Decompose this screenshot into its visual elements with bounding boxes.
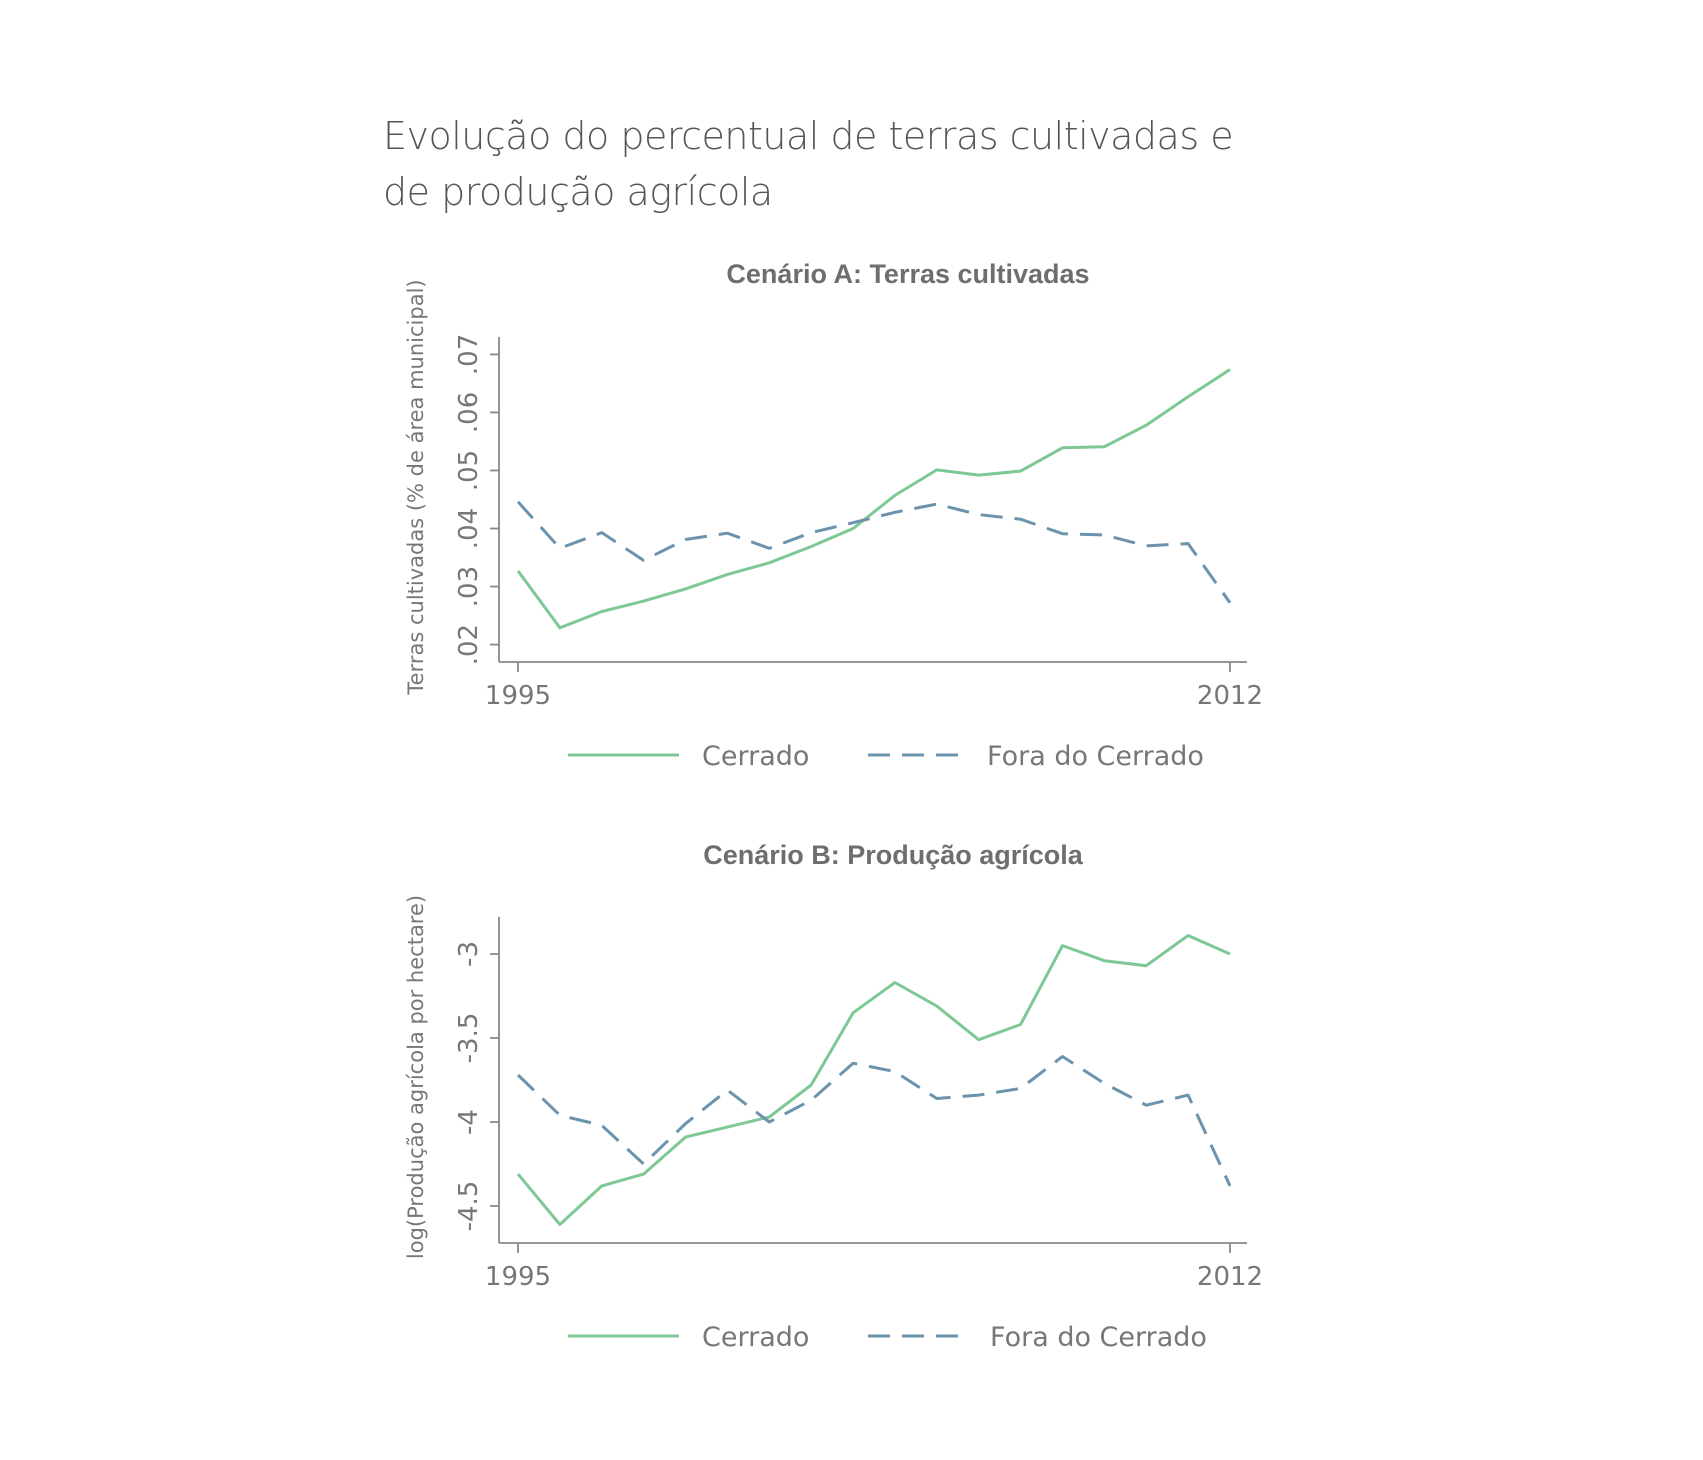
chart-a-lines	[516, 368, 1232, 630]
chart-a-x-tick-label: 2012	[1197, 681, 1263, 711]
chart-a-y-ticks: .02 .03 .04 .05 .06 .07	[454, 334, 499, 665]
chart-a-legend-label-fora: Fora do Cerrado	[987, 741, 1204, 772]
chart-a-y-tick-label: .02	[454, 624, 484, 665]
chart-a-y-tick-label: .07	[454, 334, 484, 375]
chart-a-y-tick-label: .06	[454, 392, 484, 433]
chart-b-series-cerrado-line	[516, 934, 1231, 1226]
chart-b: Cenário B: Produção agrícola log(Produçã…	[404, 840, 1263, 1353]
page-title: Evolução do percentual de terras cultiva…	[383, 114, 1234, 214]
chart-a-legend: Cerrado Fora do Cerrado	[568, 741, 1204, 772]
chart-b-y-axis-label: log(Produção agrícola por hectare)	[404, 895, 428, 1259]
chart-b-legend-label-cerrado: Cerrado	[702, 1322, 809, 1353]
chart-a-y-axis-label: Terras cultivadas (% de área municipal)	[404, 279, 428, 695]
chart-a: Cenário A: Terras cultivadas Terras cult…	[404, 259, 1263, 772]
chart-b-x-tick-label: 2012	[1197, 1262, 1263, 1292]
chart-a-title: Cenário A: Terras cultivadas	[726, 259, 1089, 289]
chart-a-series-cerrado-line	[516, 368, 1231, 630]
chart-a-y-tick-label: .03	[454, 566, 484, 607]
chart-a-legend-label-cerrado: Cerrado	[702, 741, 809, 772]
chart-a-y-tick-label: .04	[454, 508, 484, 549]
chart-b-series-fora-do-cerrado-line	[516, 1055, 1232, 1187]
chart-b-y-tick-label: -3	[454, 941, 484, 967]
chart-b-y-tick-label: -3.5	[454, 1013, 484, 1064]
chart-b-x-ticks: 1995 2012	[485, 1243, 1263, 1292]
chart-a-x-tick-label: 1995	[485, 681, 551, 711]
chart-b-y-ticks: -4.5 -4 -3.5 -3	[454, 941, 499, 1231]
chart-b-y-tick-label: -4	[454, 1109, 484, 1135]
chart-b-title: Cenário B: Produção agrícola	[703, 840, 1084, 870]
chart-b-lines	[516, 934, 1232, 1226]
chart-b-legend: Cerrado Fora do Cerrado	[568, 1322, 1207, 1353]
chart-a-x-ticks: 1995 2012	[485, 662, 1263, 711]
chart-b-x-tick-label: 1995	[485, 1262, 551, 1292]
chart-b-legend-label-fora: Fora do Cerrado	[990, 1322, 1207, 1353]
chart-a-series-fora-do-cerrado-line	[516, 500, 1232, 604]
chart-b-y-tick-label: -4.5	[454, 1181, 484, 1232]
chart-a-y-tick-label: .05	[454, 450, 484, 491]
